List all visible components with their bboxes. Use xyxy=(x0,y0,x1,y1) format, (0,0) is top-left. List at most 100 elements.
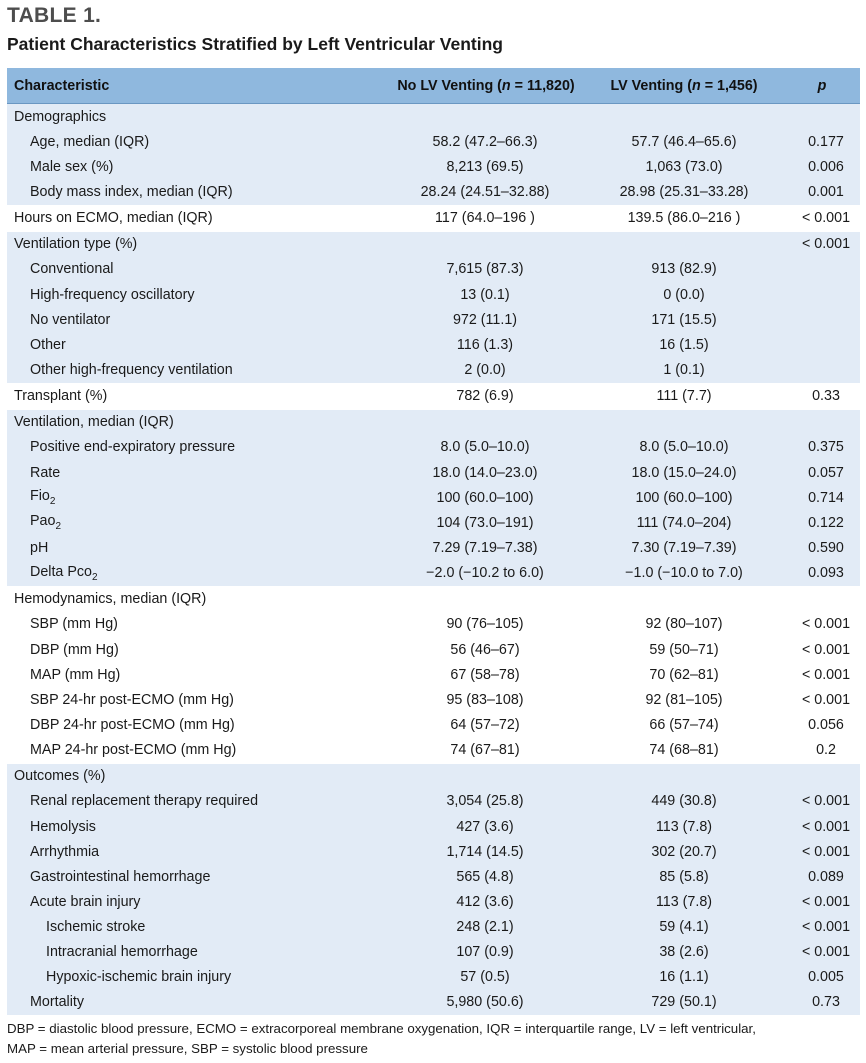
characteristic-cell: Ischemic stroke xyxy=(7,914,358,940)
lv-value-cell: 92 (81–105) xyxy=(645,691,723,708)
no-lv-value-cell: 565 (4.8) xyxy=(358,864,584,890)
p-value-cell: 0.005 xyxy=(784,964,860,990)
header-lv-venting: LV Venting (n = 1,456) xyxy=(584,68,784,104)
no-lv-value-cell: 95 (83–108) xyxy=(446,691,524,708)
lv-value-cell: 113 (7.8) xyxy=(584,889,784,915)
lv-value-cell: 113 (7.8) xyxy=(584,813,784,840)
characteristic-cell: SBP 24-hr post-ECMO (mm Hg) xyxy=(30,691,234,708)
no-lv-value-cell: 67 (58–78) xyxy=(450,666,520,683)
table-row: DBP (mm Hg) 56 (46–67) 59 (50–71) < 0.001 xyxy=(7,637,860,662)
lv-value-cell: 111 (74.0–204) xyxy=(584,510,784,536)
p-value-cell: 0.089 xyxy=(784,864,860,890)
no-lv-value-cell: 117 (64.0–196 ) xyxy=(358,204,584,232)
p-value-cell: < 0.001 xyxy=(801,641,851,658)
p-value-cell: 0.33 xyxy=(784,382,860,410)
lv-value-cell: 100 (60.0–100) xyxy=(584,485,784,511)
p-value-cell xyxy=(784,103,860,130)
p-value-cell xyxy=(784,281,860,308)
characteristic-cell: pH xyxy=(7,535,358,561)
characteristic-cell: Age, median (IQR) xyxy=(7,129,358,155)
characteristic-cell: Hypoxic-ischemic brain injury xyxy=(7,964,358,990)
footnote-line: DBP = diastolic blood pressure, ECMO = e… xyxy=(7,1021,756,1036)
p-value-cell xyxy=(784,357,860,384)
characteristic-cell: Positive end-expiratory pressure xyxy=(7,434,358,460)
lv-value-cell: 16 (1.1) xyxy=(584,964,784,990)
no-lv-value-cell: 56 (46–67) xyxy=(450,641,520,658)
footnote-line: MAP = mean arterial pressure, SBP = syst… xyxy=(7,1040,368,1056)
characteristic-cell: Ventilation, median (IQR) xyxy=(7,408,358,435)
no-lv-value-cell: 64 (57–72) xyxy=(450,716,520,733)
no-lv-value-cell: 7,615 (87.3) xyxy=(358,256,584,282)
p-value-cell xyxy=(784,332,860,358)
lv-value-cell: 16 (1.5) xyxy=(584,332,784,358)
table-row: Gastrointestinal hemorrhage 565 (4.8) 85 (… xyxy=(7,864,860,890)
lv-value-cell: 74 (68–81) xyxy=(649,742,719,759)
p-value-cell: 0.093 xyxy=(784,560,860,587)
lv-value-cell: 913 (82.9) xyxy=(584,256,784,282)
header-characteristic: Characteristic xyxy=(7,68,358,104)
no-lv-value-cell: 5,980 (50.6) xyxy=(358,989,584,1016)
characteristic-cell: Demographics xyxy=(7,103,358,130)
lv-value-cell: 0 (0.0) xyxy=(584,281,784,308)
p-value-cell: 0.177 xyxy=(784,129,860,155)
p-value-cell: 0.73 xyxy=(784,989,860,1016)
p-value-cell: < 0.001 xyxy=(784,204,860,232)
characteristic-cell: Conventional xyxy=(7,256,358,282)
table-row: Ischemic stroke 248 (2.1) 59 (4.1) < 0.001 xyxy=(7,914,860,940)
no-lv-value-cell xyxy=(358,408,584,435)
lv-value-cell: 66 (57–74) xyxy=(649,716,719,733)
p-value-cell: 0.714 xyxy=(784,485,860,511)
characteristic-cell: Hemodynamics, median (IQR) xyxy=(7,585,358,612)
p-value-cell: < 0.001 xyxy=(784,788,860,814)
lv-value-cell: 729 (50.1) xyxy=(584,989,784,1016)
lv-value-cell xyxy=(584,230,784,257)
table-row: Other 116 (1.3) 16 (1.5) xyxy=(7,332,860,358)
section-row: Demographics xyxy=(7,103,860,130)
characteristic-cell: Mortality xyxy=(7,989,358,1016)
no-lv-value-cell: 13 (0.1) xyxy=(358,281,584,308)
table-row: Intracranial hemorrhage 107 (0.9) 38 (2.6)… xyxy=(7,939,860,965)
p-value-cell: < 0.001 xyxy=(801,691,851,708)
characteristic-cell: Hemolysis xyxy=(7,813,358,840)
no-lv-value-cell: 104 (73.0–191) xyxy=(358,510,584,536)
no-lv-value-cell xyxy=(358,103,584,130)
p-value-cell: 0.375 xyxy=(784,434,860,460)
table-row: Delta Pco2 −2.0 (−10.2 to 6.0) −1.0 (−10.0… xyxy=(7,560,860,587)
table-row: High-frequency oscillatory 13 (0.1) 0 (0.0… xyxy=(7,281,860,308)
no-lv-value-cell xyxy=(358,762,584,789)
no-lv-value-cell: 3,054 (25.8) xyxy=(358,788,584,814)
lv-value-cell: 59 (4.1) xyxy=(584,914,784,940)
table-row: Arrhythmia 1,714 (14.5) 302 (20.7) < 0.001 xyxy=(7,839,860,865)
header-no-lv-venting: No LV Venting (n = 11,820) xyxy=(358,68,584,104)
no-lv-value-cell: 8,213 (69.5) xyxy=(358,154,584,180)
table-row: Acute brain injury 412 (3.6) 113 (7.8) < 0.… xyxy=(7,889,860,915)
p-value-cell: < 0.001 xyxy=(784,939,860,965)
p-value-cell xyxy=(784,256,860,282)
header-row: Characteristic No LV Venting (n = 11,820… xyxy=(7,68,860,104)
lv-value-cell: 38 (2.6) xyxy=(584,939,784,965)
p-value-cell: 0.006 xyxy=(784,154,860,180)
lv-value-cell: 92 (80–107) xyxy=(645,616,723,633)
table-row: Pao2 104 (73.0–191) 111 (74.0–204) 0.122 xyxy=(7,510,860,536)
table-row: MAP (mm Hg) 67 (58–78) 70 (62–81) < 0.001 xyxy=(7,662,860,687)
lv-value-cell: 139.5 (86.0–216 ) xyxy=(584,204,784,232)
lv-value-cell: 171 (15.5) xyxy=(584,307,784,333)
table-row: Fio2 100 (60.0–100) 100 (60.0–100) 0.714 xyxy=(7,485,860,511)
p-value-cell: < 0.001 xyxy=(801,616,851,633)
p-value-cell: 0.590 xyxy=(784,535,860,561)
table-row: SBP 24-hr post-ECMO (mm Hg) 95 (83–108) 92… xyxy=(7,687,860,712)
table-number: TABLE 1. xyxy=(7,4,102,27)
no-lv-value-cell: −2.0 (−10.2 to 6.0) xyxy=(358,560,584,587)
table-row: pH 7.29 (7.19–7.38) 7.30 (7.19–7.39) 0.590 xyxy=(7,535,860,561)
table-row: MAP 24-hr post-ECMO (mm Hg) 74 (67–81) 74 … xyxy=(7,738,860,764)
p-value-cell: 0.056 xyxy=(808,716,844,733)
lv-value-cell xyxy=(584,762,784,789)
lv-value-cell: 59 (50–71) xyxy=(649,641,719,658)
no-lv-value-cell: 107 (0.9) xyxy=(358,939,584,965)
lv-value-cell: 1 (0.1) xyxy=(584,357,784,384)
table-row: No ventilator 972 (11.1) 171 (15.5) xyxy=(7,307,860,333)
characteristic-cell: Pao2 xyxy=(7,510,358,536)
table-row: Body mass index, median (IQR) 28.24 (24.5… xyxy=(7,179,860,206)
characteristic-cell: Male sex (%) xyxy=(7,154,358,180)
no-lv-value-cell: 782 (6.9) xyxy=(358,382,584,410)
